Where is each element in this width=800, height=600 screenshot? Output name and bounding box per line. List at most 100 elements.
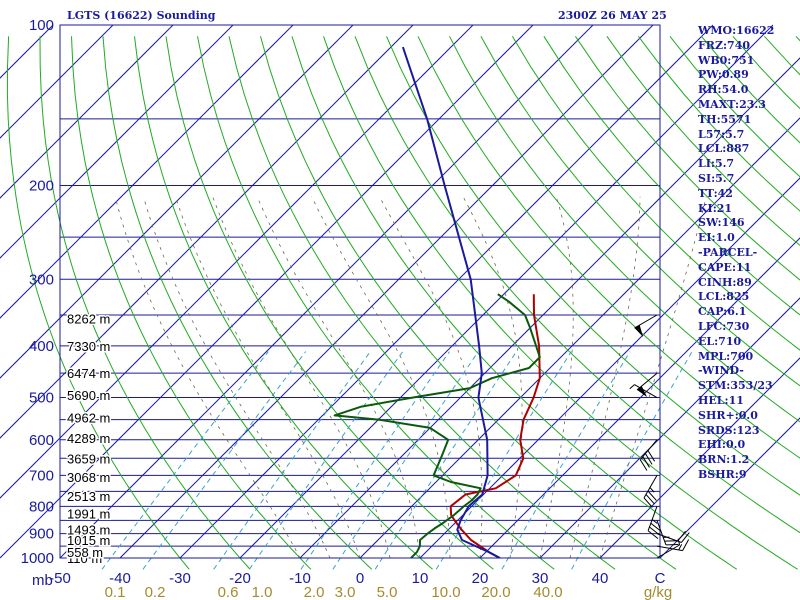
- dry-adiabat-40: [228, 36, 616, 570]
- stat-14: EI:1.0: [698, 231, 735, 245]
- height-label: 558 m: [67, 545, 103, 560]
- barb-half-flag: [651, 519, 658, 524]
- barb-half-flag: [678, 544, 683, 551]
- moist-adiabat-30: [539, 196, 574, 559]
- barb-shaft-5: [643, 475, 658, 499]
- pressure-tick-400: 400: [29, 338, 54, 355]
- barb-half-flag: [663, 536, 670, 538]
- barb-flag: [650, 522, 662, 532]
- stat-6: TH:5571: [698, 112, 752, 126]
- stat-5: MAXT:23.3: [698, 97, 766, 111]
- profile-lines: [333, 46, 541, 558]
- stat-7: L57:5.7: [698, 127, 745, 141]
- barb-shaft-7: [634, 384, 658, 399]
- dry-adiabat-60: [291, 36, 738, 570]
- stat-17: CINH:89: [698, 275, 752, 289]
- moist-adiabat-15: [311, 196, 451, 559]
- dry-adiabat-130: [511, 36, 800, 351]
- moist-adiabat-20: [379, 196, 483, 559]
- barb-shaft-3: [656, 520, 667, 546]
- mixing-ratio-line-20: [501, 351, 631, 570]
- height-label: 6474 m: [67, 366, 110, 381]
- height-label: 8262 m: [67, 311, 110, 326]
- mixing-ratio-tick: 0.1: [105, 584, 126, 600]
- temperature-tick: 30: [532, 570, 549, 587]
- temperature-tick: -20: [229, 570, 251, 587]
- plot-frame: [59, 24, 661, 559]
- mixing-ratio-line-5: [374, 351, 517, 570]
- height-label: 5690 m: [67, 388, 110, 403]
- mixing-ratio-tick: 0.6: [218, 584, 239, 600]
- mixing-ratio-line-0.6: [213, 351, 371, 570]
- height-label: 7330 m: [67, 339, 110, 354]
- wind-barb-4: [647, 506, 662, 539]
- mixing-ratio-line-40: [571, 351, 693, 570]
- wind-barb-6: [639, 439, 658, 471]
- isotherm--50: [59, 24, 594, 559]
- dry-adiabat-10: [134, 36, 433, 570]
- barb-shaft-1: [656, 545, 683, 552]
- wind-barb-5: [643, 475, 658, 508]
- height-label: 110 m: [67, 551, 102, 566]
- mixing-ratio-tick: 3.0: [335, 584, 356, 600]
- stat-27: SRDS:123: [698, 423, 760, 437]
- series-line-2: [401, 46, 501, 558]
- mixing-ratio-line-1: [248, 351, 404, 570]
- stat-2: WB0:751: [698, 53, 755, 67]
- isotherm--70: [0, 24, 474, 499]
- stat-21: EL:710: [698, 334, 742, 348]
- barb-flag: [647, 490, 657, 501]
- pressure-tick-600: 600: [29, 432, 54, 449]
- mixing-ratio-line-0.1: [101, 351, 269, 570]
- dry-adiabat-150: [574, 36, 800, 281]
- wind-barb-9: [634, 314, 658, 337]
- dry-adiabat-70: [323, 36, 798, 570]
- stat-15: -PARCEL-: [698, 245, 758, 259]
- pressure-tick-500: 500: [29, 390, 54, 407]
- stat-10: SI:5.7: [698, 171, 735, 185]
- stat-25: HEL:11: [698, 393, 744, 407]
- isotherm--120: [0, 24, 174, 199]
- series-line-1: [333, 293, 541, 558]
- dry-adiabat--30: [6, 36, 190, 570]
- wind-barb-3: [656, 520, 679, 546]
- stat-9: LI:5.7: [698, 157, 735, 171]
- isotherm-0: [359, 117, 800, 559]
- sounding-indices: WMO:16622 FRZ:740 WB0:751 PW:0.89 RH:54.0 MAX…: [698, 24, 798, 483]
- dry-adiabat-30: [197, 36, 555, 570]
- barb-shaft-4: [647, 506, 658, 531]
- wind-barb-7: [629, 384, 658, 399]
- barb-flag: [677, 530, 686, 542]
- stat-18: LCL:825: [698, 290, 750, 304]
- barb-half-flag: [649, 487, 655, 493]
- mixing-ratio-line-0.2: [142, 351, 307, 570]
- height-label: 2513 m: [67, 489, 110, 504]
- mixing-ratio-tick: 0.2: [145, 584, 166, 600]
- isotherm--10: [299, 57, 800, 559]
- height-label: 1493 m: [67, 523, 110, 538]
- dry-adiabat-120: [480, 36, 800, 387]
- dry-adiabat-90: [386, 36, 800, 496]
- barb-flag: [664, 540, 678, 542]
- stat-11: TT:42: [698, 186, 733, 200]
- wind-barbs: [629, 314, 690, 559]
- y-axis-unit: mb: [32, 572, 53, 589]
- temperature-axis: -50 -40 -30 -20 -10 0 10 20 30 40 C: [48, 569, 667, 589]
- barb-flag: [647, 450, 656, 462]
- isotherm-20: [479, 237, 800, 559]
- height-label: 1015 m: [67, 533, 110, 548]
- stat-24: STM:353/23: [698, 379, 773, 393]
- background-grid: [0, 24, 800, 570]
- isotherm-30: [539, 297, 800, 559]
- pressure-tick-800: 800: [29, 498, 54, 515]
- stat-3: PW:0.89: [698, 68, 749, 82]
- isotherm--90: [0, 24, 354, 379]
- stat-30: BSHR:9: [698, 467, 747, 481]
- height-label: 3068 m: [67, 470, 110, 485]
- isotherm-50: [659, 417, 800, 559]
- moist-adiabat-5: [212, 196, 391, 559]
- temperature-tick: -10: [289, 570, 311, 587]
- wind-barb-2: [656, 530, 690, 543]
